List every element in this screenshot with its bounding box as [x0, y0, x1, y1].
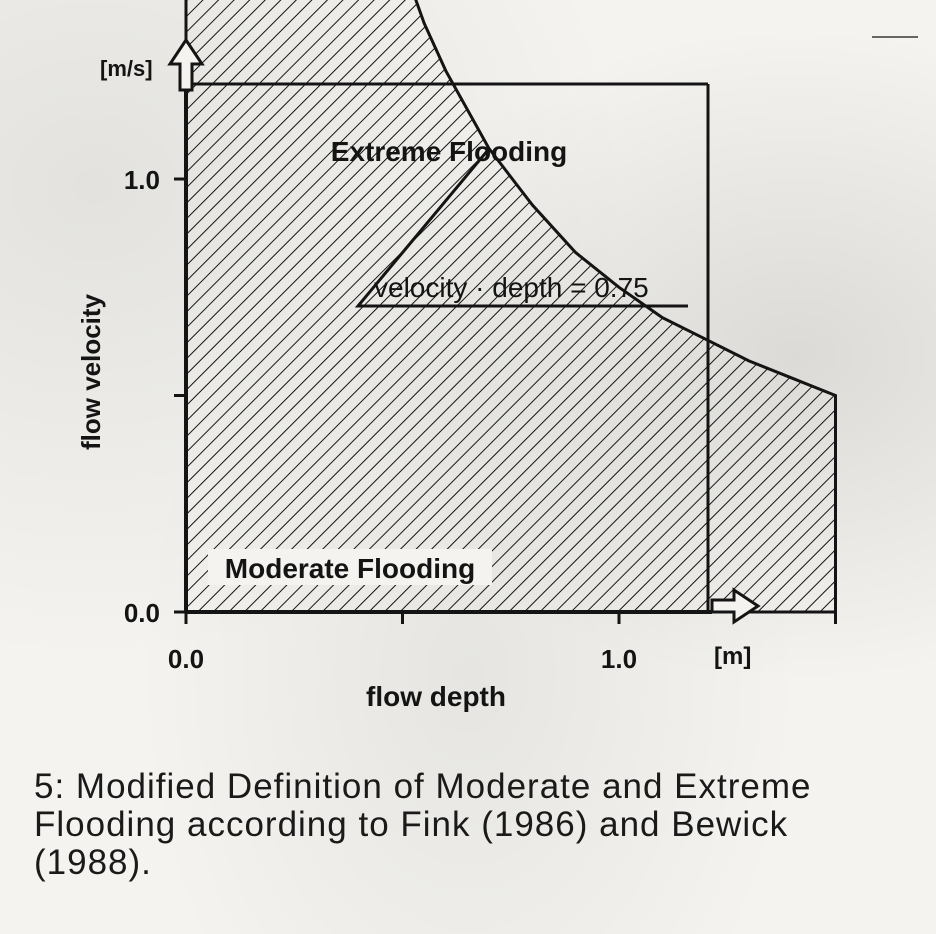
page-edge-mark [872, 36, 918, 38]
y-unit-label: [m/s] [100, 56, 153, 81]
x-axis-arrow-icon [710, 587, 761, 625]
x-axis [186, 587, 761, 625]
y-ticks [174, 177, 186, 614]
x-tick-labels: 0.01.02.0 [168, 644, 637, 674]
caption-line-2: Flooding according to Fink (1986) and Be… [34, 805, 789, 844]
y-axis-arrow-icon [167, 37, 205, 92]
x-tick-label: 0.0 [168, 644, 204, 674]
y-axis [167, 37, 205, 612]
moderate-flooding-label: Moderate Flooding [225, 553, 475, 584]
caption-line-3: (1988). [34, 843, 152, 882]
y-tick-labels: 0.01.02.0 [124, 165, 160, 628]
y-tick-label: 1.0 [124, 165, 160, 195]
flood-chart: 0.01.02.0 0.01.02.0 [m/s] [m] flow veloc… [76, 0, 837, 712]
caption-line-1: 5: Modified Definition of Moderate and E… [34, 767, 812, 806]
moderate-label-backdrop [208, 549, 492, 585]
x-tick-label: 1.0 [601, 644, 637, 674]
x-axis-title: flow depth [366, 681, 506, 712]
y-axis-title: flow velocity [76, 293, 106, 450]
annotation-leader-line [354, 147, 688, 308]
figure-caption: 5: Modified Definition of Moderate and E… [34, 768, 918, 882]
x-unit-label: [m] [714, 643, 751, 670]
curve-annotation: velocity · depth = 0.75 [374, 272, 649, 303]
x-ticks [184, 612, 837, 624]
extreme-flooding-label: Extreme Flooding [331, 136, 567, 167]
y-tick-label: 0.0 [124, 598, 160, 628]
